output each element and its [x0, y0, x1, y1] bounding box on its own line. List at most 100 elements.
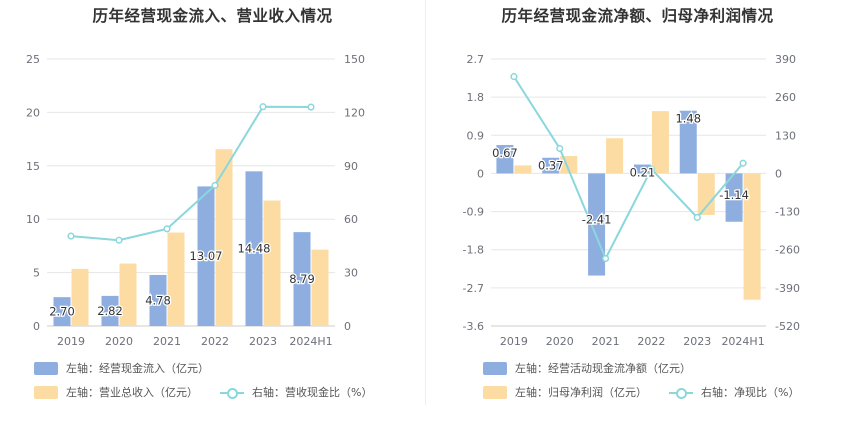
y-left-tick-label: -2.7: [463, 282, 484, 295]
y-left-tick-label: -1.8: [463, 244, 484, 257]
y-right-tick-label: 90: [344, 160, 358, 173]
line-point: [259, 103, 267, 111]
line-point: [556, 144, 564, 153]
line-point: [602, 254, 610, 263]
x-tick-label: 2024H1: [289, 335, 332, 348]
legend-swatch-teal-line: [220, 386, 244, 399]
x-tick-label: 2020: [546, 335, 574, 348]
data-label: 2.82: [97, 304, 123, 318]
legend-label: 左轴：经营活动现金流净额（亿元）: [515, 362, 691, 375]
bar-series-2: [697, 173, 715, 215]
line-point: [307, 103, 315, 111]
data-label: 1.48: [675, 112, 701, 126]
y-right-tick-label: -130: [775, 206, 800, 219]
bar-series-1: [542, 157, 560, 174]
line-point: [163, 225, 171, 233]
x-tick-label: 2023: [683, 335, 711, 348]
y-left-tick-label: 0: [33, 320, 40, 333]
legend-item-series-1[interactable]: 左轴：经营现金流入（亿元）: [34, 360, 209, 376]
data-label: 14.48: [238, 242, 271, 256]
line-point: [693, 213, 701, 221]
bar-series-2: [167, 232, 185, 326]
line-point: [510, 73, 518, 81]
bar-series-2: [263, 200, 281, 326]
y-left-tick-label: 25: [26, 53, 40, 66]
y-left-tick-label: -0.9: [463, 206, 484, 219]
bar-series-1: [53, 297, 71, 326]
line-point: [211, 181, 219, 189]
x-tick-label: 2020: [105, 335, 133, 348]
legend-label: 右轴：净现比（%）: [701, 386, 800, 399]
x-tick-label: 2022: [637, 335, 665, 348]
bar-series-1: [679, 110, 697, 174]
y-right-tick-label: -520: [775, 320, 800, 333]
legend-label: 左轴：营业总收入（亿元）: [66, 386, 198, 399]
x-tick-label: 2023: [249, 335, 277, 348]
bar-series-1: [197, 186, 215, 326]
legend-swatch-teal-line: [669, 386, 693, 399]
bar-series-1: [725, 173, 743, 222]
y-left-tick-label: 0: [477, 167, 484, 180]
bar-series-2: [651, 111, 669, 174]
bar-series-1: [293, 232, 311, 326]
legend-row-2: 左轴：归母净利润（亿元） 右轴：净现比（%）: [483, 384, 799, 400]
legend-item-series-3[interactable]: 右轴：营收现金比（%）: [220, 384, 372, 400]
data-label: -1.14: [719, 188, 749, 202]
legend-row-1: 左轴：经营现金流入（亿元）: [34, 360, 209, 376]
line-point: [115, 236, 123, 244]
legend-swatch-orange-bar: [483, 385, 507, 399]
bar-series-2: [311, 249, 329, 326]
y-right-tick-label: 120: [344, 106, 365, 119]
y-right-tick-label: 0: [775, 167, 782, 180]
data-label: 0.37: [538, 159, 564, 173]
legend-item-series-1[interactable]: 左轴：经营活动现金流净额（亿元）: [483, 360, 691, 376]
data-label: 8.79: [289, 272, 315, 286]
y-right-tick-label: 150: [344, 53, 365, 66]
y-left-tick-label: 5: [33, 267, 40, 280]
bar-series-1: [633, 164, 651, 174]
bar-series-2: [71, 268, 89, 326]
y-right-tick-label: 60: [344, 213, 358, 226]
x-tick-label: 2021: [153, 335, 181, 348]
chart-panel-net-cash-profit: 历年经营现金流净额、归母净利润情况 -3.6 -520 -2.7 -390 -1.8 -2…: [425, 0, 850, 437]
bar-series-1: [101, 295, 119, 326]
panel-divider: [425, 0, 426, 405]
y-right-tick-label: 0: [344, 320, 351, 333]
legend-item-series-2[interactable]: 左轴：归母净利润（亿元）: [483, 384, 647, 400]
line-point: [647, 165, 655, 173]
x-tick-label: 2022: [201, 335, 229, 348]
legend-swatch-blue-bar: [34, 361, 58, 375]
legend-label: 右轴：营收现金比（%）: [252, 386, 373, 399]
y-right-tick-label: 390: [775, 53, 796, 66]
line-point: [739, 159, 747, 167]
bar-series-2: [514, 165, 532, 174]
legend-swatch-blue-bar: [483, 361, 507, 375]
legend-label: 左轴：经营现金流入（亿元）: [66, 362, 209, 375]
legend-row-1: 左轴：经营活动现金流净额（亿元）: [483, 360, 691, 376]
bar-series-2: [606, 138, 624, 174]
y-left-tick-label: 0.9: [467, 129, 485, 142]
legend-label: 左轴：归母净利润（亿元）: [515, 386, 647, 399]
line-series-ratio: [70, 105, 312, 242]
y-right-tick-label: 30: [344, 267, 358, 280]
y-left-tick-label: 20: [26, 106, 40, 119]
legend-item-series-3[interactable]: 右轴：净现比（%）: [669, 384, 799, 400]
bar-series-2: [119, 263, 137, 326]
x-tick-label: 2024H1: [721, 335, 764, 348]
y-right-tick-label: 260: [775, 91, 796, 104]
data-label: 2.70: [49, 305, 75, 319]
x-tick-label: 2019: [500, 335, 528, 348]
line-series-ratio: [513, 76, 744, 261]
data-label: 0.21: [630, 166, 656, 180]
chart-title: 历年经营现金流净额、归母净利润情况: [501, 7, 774, 25]
legend-item-series-2[interactable]: 左轴：营业总收入（亿元）: [34, 384, 198, 400]
data-label: -2.41: [582, 212, 612, 226]
bar-series-1: [588, 173, 606, 276]
bar-series-1: [149, 274, 167, 326]
bar-series-1: [496, 145, 514, 174]
line-point: [67, 232, 75, 240]
bar-series-2: [215, 149, 233, 326]
legend-row-2: 左轴：营业总收入（亿元） 右轴：营收现金比（%）: [34, 384, 372, 400]
chart-svg: 0 0 5 30 10 60 15 90 20 120 25 150 2019 2020 2021 2022 2…: [26, 53, 365, 348]
x-tick-label: 2021: [592, 335, 620, 348]
